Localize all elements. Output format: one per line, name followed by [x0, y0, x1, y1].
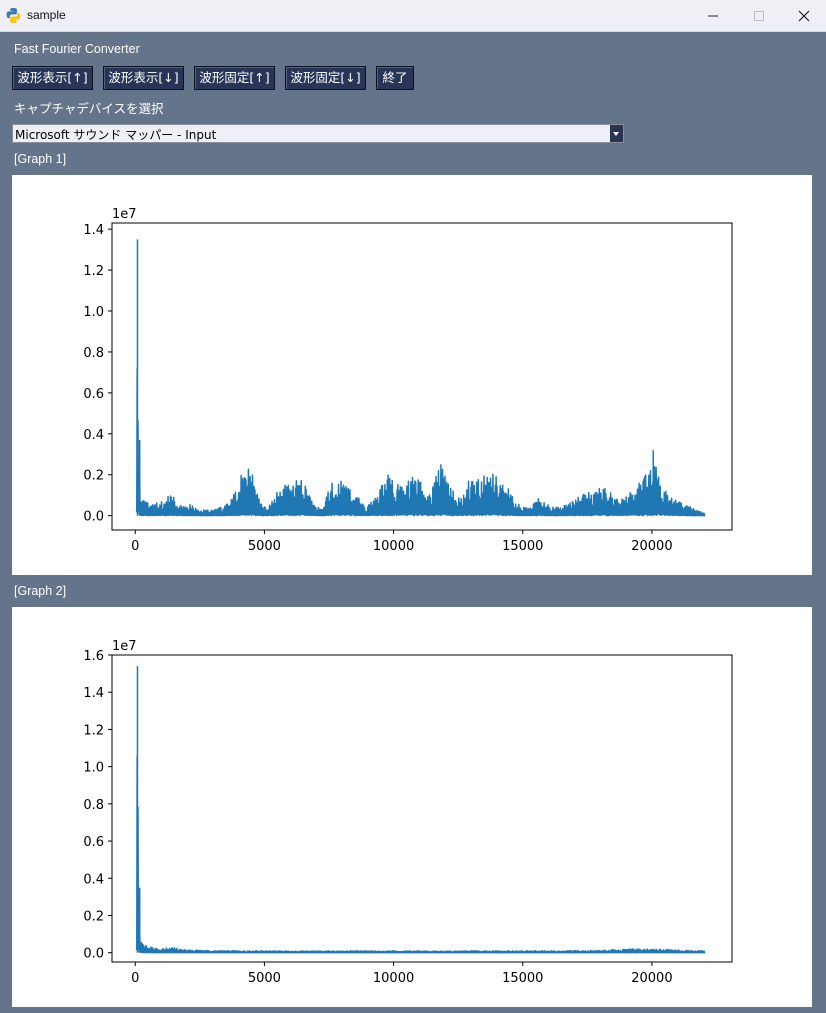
y-tick-label: 0.6 [83, 387, 104, 402]
y-tick-label: 1.4 [83, 223, 104, 238]
x-tick-label: 10000 [373, 539, 414, 554]
y-tick-label: 0.4 [83, 428, 104, 443]
y-tick-label: 0.0 [83, 510, 104, 525]
maximize-icon [754, 11, 764, 21]
minimize-button[interactable] [690, 0, 736, 31]
x-tick-label: 0 [131, 971, 139, 986]
graph-1-label: [Graph 1] [14, 152, 67, 166]
x-tick-label: 10000 [373, 971, 414, 986]
y-tick-label: 0.2 [83, 909, 104, 924]
window-title: sample [27, 8, 66, 22]
maximize-button[interactable] [736, 0, 782, 31]
graph-2-panel: 0 5000 10000 15000 20000 0.0 0.2 0.4 0.6 0.8 1.0 1.… [12, 607, 812, 1007]
x-tick-label: 0 [131, 539, 139, 554]
y-offset-label: 1e7 [112, 639, 137, 654]
x-tick-label: 20000 [631, 971, 672, 986]
capture-device-value: Microsoft サウンド マッパー - Input [15, 128, 217, 142]
capture-device-label: キャプチャデバイスを選択 [14, 101, 164, 116]
app-name-label: Fast Fourier Converter [14, 42, 140, 56]
y-tick-label: 1.0 [83, 305, 104, 320]
x-tick-label: 5000 [248, 971, 281, 986]
x-tick-label: 5000 [248, 539, 281, 554]
y-tick-label: 1.2 [83, 723, 104, 738]
x-tick-label: 20000 [631, 539, 672, 554]
minimize-icon [708, 15, 718, 17]
graph-1-panel: 0 5000 10000 15000 20000 0.0 0.2 0.4 0.6 0.8 1.0 1.… [12, 175, 812, 575]
fix-waveform-down-button[interactable]: 波形固定[↓] [285, 66, 366, 90]
exit-button[interactable]: 終了 [376, 66, 414, 90]
graph-2-label: [Graph 2] [14, 584, 67, 598]
plot-frame [111, 654, 733, 963]
close-icon [798, 10, 810, 22]
dropdown-button[interactable] [610, 125, 623, 142]
y-tick-label: 1.6 [83, 649, 104, 664]
capture-device-select[interactable]: Microsoft サウンド マッパー - Input [12, 124, 624, 143]
title-bar: sample [0, 0, 826, 32]
fix-waveform-up-button[interactable]: 波形固定[↑] [194, 66, 275, 90]
show-waveform-up-button[interactable]: 波形表示[↑] [12, 66, 93, 90]
plot-frame [111, 222, 733, 531]
y-tick-label: 0.6 [83, 835, 104, 850]
close-button[interactable] [781, 0, 826, 31]
y-tick-label: 1.0 [83, 761, 104, 776]
y-tick-label: 1.4 [83, 686, 104, 701]
spectrum-line [135, 239, 706, 517]
y-tick-label: 0.4 [83, 872, 104, 887]
y-tick-label: 0.2 [83, 469, 104, 484]
python-icon [6, 8, 21, 23]
y-tick-label: 0.0 [83, 947, 104, 962]
x-tick-label: 15000 [502, 971, 543, 986]
graph-1-chart: 0 5000 10000 15000 20000 0.0 0.2 0.4 0.6 0.8 1.0 1.… [83, 207, 733, 554]
y-offset-label: 1e7 [112, 207, 137, 222]
graph-2-chart: 0 5000 10000 15000 20000 0.0 0.2 0.4 0.6 0.8 1.0 1.… [83, 639, 733, 986]
spectrum-line [135, 666, 706, 954]
y-tick-label: 0.8 [83, 346, 104, 361]
chevron-down-icon [613, 132, 619, 136]
show-waveform-down-button[interactable]: 波形表示[↓] [103, 66, 184, 90]
y-tick-label: 1.2 [83, 264, 104, 279]
x-tick-label: 15000 [502, 539, 543, 554]
y-tick-label: 0.8 [83, 798, 104, 813]
